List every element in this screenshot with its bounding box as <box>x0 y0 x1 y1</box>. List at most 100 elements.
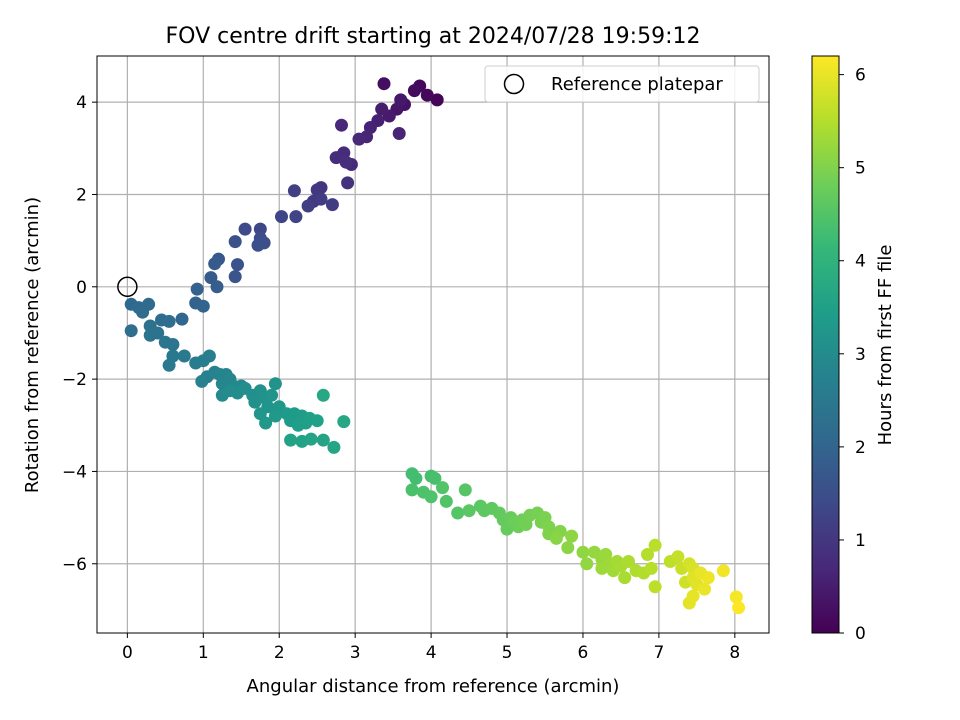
scatter-point <box>420 88 434 102</box>
x-tick-label: 1 <box>198 643 209 663</box>
x-tick-label: 5 <box>502 643 513 663</box>
scatter-point <box>644 561 658 575</box>
scatter-point <box>729 590 743 604</box>
scatter-point <box>162 358 176 372</box>
scatter-point <box>549 531 563 545</box>
legend-reference-icon <box>503 73 525 95</box>
colorbar-gradient <box>811 55 840 634</box>
legend-box <box>484 65 760 103</box>
scatter-point <box>287 184 301 198</box>
colorbar-tick-label: 0 <box>855 624 866 644</box>
scatter-points <box>124 77 746 615</box>
scatter-point <box>698 582 711 596</box>
scatter-point <box>430 93 444 107</box>
scatter-point <box>304 432 318 446</box>
scatter-point <box>210 280 224 294</box>
scatter-point <box>204 271 218 285</box>
scatter-point <box>576 545 590 559</box>
colorbar-tick-label: 2 <box>855 438 866 458</box>
colorbar-tick-label: 3 <box>855 345 866 365</box>
scatter-point <box>405 483 419 497</box>
y-tick-label: −6 <box>62 555 87 575</box>
scatter-point <box>686 589 700 603</box>
scatter-point <box>166 338 180 351</box>
scatter-point <box>289 210 303 224</box>
y-tick-label: −2 <box>62 370 87 390</box>
colorbar-ticks: 0 1 2 3 4 5 6 <box>839 66 866 644</box>
scatter-point <box>335 118 348 132</box>
scatter-point <box>565 529 579 543</box>
scatter-point <box>268 409 282 423</box>
scatter-point <box>329 151 343 165</box>
scatter-point <box>339 155 353 169</box>
scatter-point <box>732 601 746 615</box>
x-tick-label: 2 <box>274 643 285 663</box>
scatter-point <box>439 494 453 508</box>
scatter-point <box>314 192 328 206</box>
scatter-point <box>716 564 730 578</box>
x-tick-label: 3 <box>350 643 361 663</box>
scatter-point <box>407 84 421 98</box>
scatter-point <box>310 414 324 428</box>
scatter-point <box>341 176 355 190</box>
grid-lines <box>97 56 769 633</box>
scatter-point <box>228 235 242 249</box>
x-tick-label: 8 <box>729 643 740 663</box>
scatter-point <box>648 538 662 552</box>
y-tick-label: 0 <box>76 278 87 298</box>
scatter-point <box>352 132 366 146</box>
y-axis-label: Rotation from reference (arcmin) <box>22 197 43 493</box>
colorbar-tick-label: 1 <box>855 531 866 551</box>
scatter-point <box>238 222 252 236</box>
x-tick-label: 0 <box>122 643 133 663</box>
x-tick-label: 4 <box>426 643 437 663</box>
scatter-point <box>136 305 150 319</box>
scatter-point <box>195 374 209 388</box>
scatter-point <box>375 102 389 116</box>
scatter-point <box>394 93 408 107</box>
scatter-point <box>143 328 157 342</box>
x-tick-label: 7 <box>653 643 664 663</box>
reference-marker <box>117 276 138 298</box>
scatter-point <box>392 127 406 140</box>
scatter-point <box>580 557 594 571</box>
scatter-point <box>377 77 391 91</box>
y-tick-label: 2 <box>76 185 87 205</box>
x-tick-label: 6 <box>578 643 589 663</box>
scatter-point <box>337 415 351 429</box>
scatter-point <box>316 388 330 402</box>
scatter-point <box>268 377 282 391</box>
reference-platepar-point <box>117 276 138 298</box>
scatter-point <box>316 433 330 447</box>
colorbar-label: Hours from first FF file <box>875 245 896 446</box>
scatter-point <box>265 388 279 402</box>
scatter-point <box>409 471 423 485</box>
scatter-point <box>284 433 298 447</box>
scatter-point <box>208 257 222 271</box>
scatter-point <box>561 541 575 555</box>
plot-frame <box>96 55 770 634</box>
scatter-point <box>458 483 472 497</box>
scatter-point <box>424 490 438 504</box>
x-axis-label: Angular distance from reference (arcmin) <box>247 676 620 697</box>
scatter-point <box>190 282 204 296</box>
scatter-point <box>327 440 341 454</box>
scatter-point <box>202 349 216 363</box>
axis-ticks: 0 1 2 3 4 5 6 7 8 −6 −4 −2 0 2 4 <box>62 93 740 663</box>
scatter-point <box>451 506 465 520</box>
y-tick-label: −4 <box>62 462 87 482</box>
scatter-point <box>196 299 210 313</box>
colorbar: 0 1 2 3 4 5 6 Hours from first FF file <box>811 55 896 644</box>
scatter-point <box>275 210 288 224</box>
scatter-point <box>462 504 476 518</box>
scatter-point <box>325 198 339 212</box>
scatter-point <box>253 222 267 236</box>
scatter-point <box>259 416 273 430</box>
scatter-point <box>641 548 654 561</box>
colorbar-tick-label: 4 <box>855 252 866 272</box>
scatter-point <box>175 312 189 326</box>
legend: Reference platepar <box>484 65 760 103</box>
scatter-point <box>671 550 685 564</box>
scatter-point <box>228 270 242 284</box>
